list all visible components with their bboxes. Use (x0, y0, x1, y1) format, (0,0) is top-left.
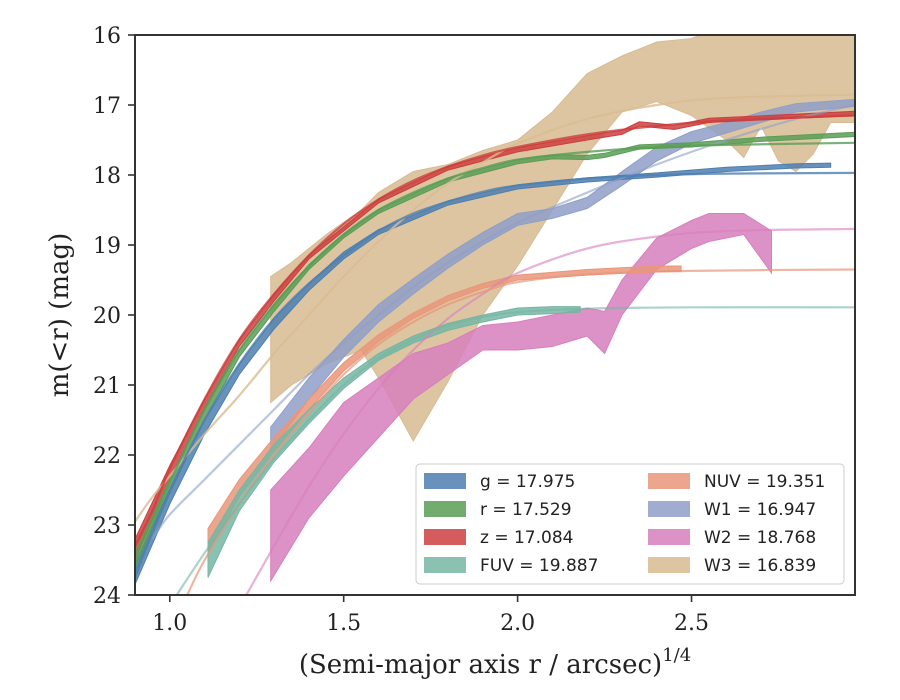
model-curve-fuv (175, 306, 855, 595)
legend-box (415, 463, 845, 585)
legend-label-fuv: FUV = 19.887 (480, 556, 598, 576)
model-curve-w1 (151, 103, 855, 540)
model-curves (135, 93, 855, 595)
legend-label-nuv: NUV = 19.351 (704, 472, 825, 492)
band-fuv (207, 306, 581, 578)
legend: g = 17.975 r = 17.529 z = 17.084 FUV = 19.8… (415, 463, 845, 585)
model-curve-w2 (245, 227, 855, 595)
y-tick-label: 19 (93, 234, 121, 259)
legend-swatch-w2 (648, 529, 690, 545)
y-tick-label: 18 (93, 164, 121, 189)
legend-swatch-w3 (648, 557, 690, 573)
model-curve-z (135, 114, 855, 547)
x-axis-label-text: (Semi-major axis r / arcsec) (299, 650, 662, 680)
axis-ticks: 1.0 1.5 2.0 2.5 16 17 18 19 20 21 22 23 24 (93, 24, 709, 636)
y-axis-label: m(<r) (mag) (45, 233, 75, 398)
x-tick-label: 1.5 (326, 611, 361, 636)
legend-swatch-g (424, 473, 466, 489)
y-tick-label: 24 (93, 584, 121, 609)
legend-label-z: z = 17.084 (480, 528, 573, 548)
legend-swatch-r (424, 501, 466, 517)
band-w1 (270, 98, 855, 454)
legend-swatch-nuv (648, 473, 690, 489)
y-tick-label: 23 (93, 514, 121, 539)
legend-label-w1: W1 = 16.947 (704, 500, 816, 520)
y-tick-label: 20 (93, 304, 121, 329)
y-axis-label-text: m(<r) (mag) (45, 233, 75, 398)
x-axis-label-superscript: 1/4 (662, 645, 691, 666)
x-tick-label: 2.5 (674, 611, 709, 636)
model-curve-w3 (135, 93, 855, 523)
y-tick-label: 22 (93, 444, 121, 469)
y-tick-label: 16 (93, 24, 121, 49)
legend-label-r: r = 17.529 (480, 500, 572, 520)
legend-swatch-fuv (424, 557, 466, 573)
y-tick-label: 17 (93, 94, 121, 119)
legend-label-w3: W3 = 16.839 (704, 556, 816, 576)
x-tick-label: 1.0 (152, 611, 187, 636)
legend-label-g: g = 17.975 (480, 472, 575, 492)
legend-label-w2: W2 = 18.768 (704, 528, 816, 548)
model-curve-r (135, 141, 855, 568)
legend-swatch-z (424, 529, 466, 545)
model-curve-g (135, 171, 855, 578)
legend-items: g = 17.975 r = 17.529 z = 17.084 FUV = 19.8… (424, 472, 825, 576)
x-axis-label: (Semi-major axis r / arcsec)1/4 (299, 645, 691, 680)
x-tick-label: 2.0 (500, 611, 535, 636)
legend-swatch-w1 (648, 501, 690, 517)
y-tick-label: 21 (93, 374, 121, 399)
